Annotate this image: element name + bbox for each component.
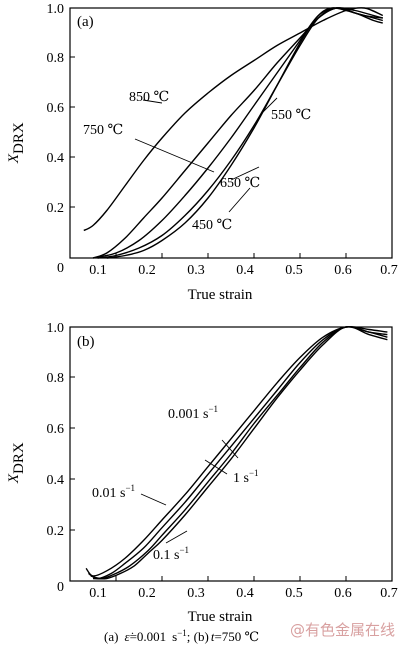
x-tick-b-0.7: 0.7 bbox=[380, 586, 398, 601]
y-tick-a-0.4: 0.4 bbox=[47, 151, 65, 166]
y-axis-title-main-a: X bbox=[6, 153, 22, 164]
y-tick-b-0.6: 0.6 bbox=[47, 422, 65, 437]
y-axis-title-a: X DRX bbox=[6, 122, 27, 164]
y-axis-title-sub-b: DRX bbox=[11, 442, 27, 474]
series-line-a-3 bbox=[97, 7, 383, 259]
series-line-b-3 bbox=[92, 326, 388, 580]
origin-label-b: 0 bbox=[57, 580, 64, 595]
y-axis-title-b: X DRX bbox=[6, 442, 27, 484]
x-axis-title-b: True strain bbox=[188, 609, 253, 625]
series-label-550: 550 ℃ bbox=[271, 108, 311, 123]
series-line-a-4 bbox=[106, 7, 383, 259]
series-line-a-1 bbox=[92, 7, 383, 259]
x-tick-a-0.5: 0.5 bbox=[285, 263, 303, 278]
x-tick-b-0.2: 0.2 bbox=[138, 586, 156, 601]
x-tick-b-0.1: 0.1 bbox=[89, 586, 107, 601]
x-tick-a-0.2: 0.2 bbox=[138, 263, 156, 278]
figure-caption: (a) ε̇=0.001 s−1; (b) t=750 ℃ bbox=[104, 628, 259, 644]
y-axis-b: 0.2 0.4 0.6 0.8 1.0 bbox=[47, 321, 75, 539]
x-tick-a-0.6: 0.6 bbox=[334, 263, 352, 278]
x-axis-title-a: True strain bbox=[188, 287, 253, 303]
leader-lines-a bbox=[134, 97, 278, 213]
series-label-650: 650 ℃ bbox=[220, 176, 260, 191]
y-axis-title-main-b: X bbox=[6, 473, 22, 484]
plot-frame-b bbox=[69, 326, 393, 582]
plot-frame-a bbox=[69, 7, 393, 259]
y-tick-b-0.4: 0.4 bbox=[47, 473, 65, 488]
y-tick-a-0.2: 0.2 bbox=[47, 201, 65, 216]
x-tick-b-0.5: 0.5 bbox=[285, 586, 303, 601]
x-tick-a-0.7: 0.7 bbox=[380, 263, 398, 278]
series-label-750: 750 ℃ bbox=[83, 123, 123, 138]
y-tick-a-0.6: 0.6 bbox=[47, 101, 65, 116]
x-tick-a-0.4: 0.4 bbox=[236, 263, 254, 278]
leader-lines-b bbox=[140, 439, 239, 544]
x-tick-b-0.4: 0.4 bbox=[236, 586, 254, 601]
x-axis-b: 0.1 0.2 0.3 0.4 0.5 0.6 0.7 bbox=[89, 576, 398, 601]
series-label-450: 450 ℃ bbox=[192, 218, 232, 233]
x-tick-a-0.3: 0.3 bbox=[187, 263, 205, 278]
watermark: @有色金属在线 bbox=[290, 621, 395, 639]
series-group-b bbox=[85, 325, 388, 580]
panel-b: (b) 0.2 0.4 0.6 0.8 1.0 0 0.1 0.2 0.3 0.… bbox=[6, 321, 398, 625]
y-tick-a-1.0: 1.0 bbox=[47, 2, 65, 17]
y-tick-b-0.2: 0.2 bbox=[47, 524, 65, 539]
series-label-0.001: 0.001 s−1 bbox=[168, 404, 218, 422]
x-tick-b-0.6: 0.6 bbox=[334, 586, 352, 601]
series-line-a-0 bbox=[83, 7, 384, 232]
panel-label-b: (b) bbox=[77, 334, 95, 350]
y-tick-b-1.0: 1.0 bbox=[47, 321, 65, 336]
panel-label-a: (a) bbox=[77, 14, 94, 30]
series-line-a-2 bbox=[92, 7, 383, 259]
y-tick-a-0.8: 0.8 bbox=[47, 51, 65, 66]
y-tick-b-0.8: 0.8 bbox=[47, 371, 65, 386]
origin-label-a: 0 bbox=[57, 261, 64, 276]
series-group-a bbox=[83, 7, 384, 259]
series-label-0.01: 0.01 s−1 bbox=[92, 483, 135, 501]
series-line-b-0 bbox=[85, 326, 388, 577]
y-axis-a: 0.2 0.4 0.6 0.8 1.0 bbox=[47, 2, 75, 216]
y-axis-title-sub-a: DRX bbox=[11, 122, 27, 154]
series-line-b-2 bbox=[90, 325, 388, 580]
panel-a: (a) 0.2 0.4 0.6 0.8 1.0 0 0.1 0.2 0.3 0.… bbox=[6, 2, 398, 303]
x-tick-b-0.3: 0.3 bbox=[187, 586, 205, 601]
series-label-850: 850 ℃ bbox=[129, 90, 169, 105]
x-tick-a-0.1: 0.1 bbox=[89, 263, 107, 278]
series-label-0.1: 0.1 s−1 bbox=[153, 545, 189, 563]
series-line-b-1 bbox=[88, 326, 388, 580]
series-label-1: 1 s−1 bbox=[233, 468, 259, 486]
x-axis-a: 0.1 0.2 0.3 0.4 0.5 0.6 0.7 bbox=[89, 253, 398, 278]
